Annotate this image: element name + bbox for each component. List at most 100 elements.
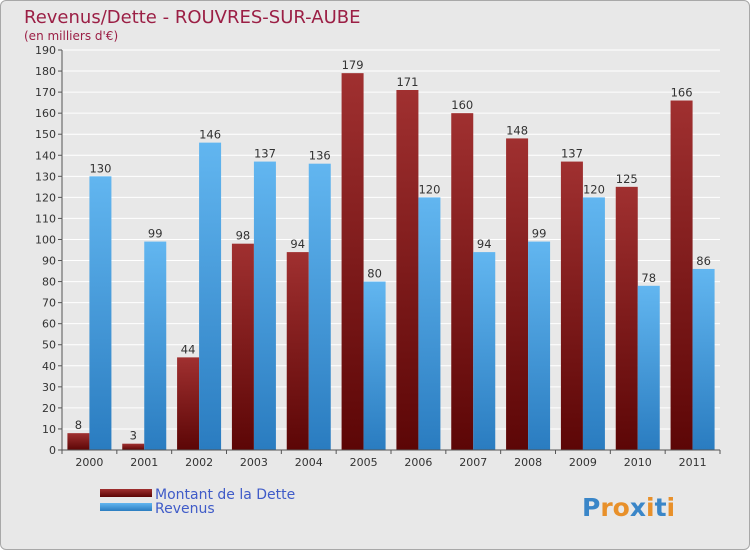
bar-debt-2001 [122,443,145,450]
data-label-revenus-2005: 80 [367,267,382,281]
y-tick-label: 40 [42,360,56,373]
bar-revenus-2007 [473,252,496,450]
logo-letter: x [630,493,646,522]
bar-revenus-2004 [308,163,331,450]
bar-revenus-2008 [528,241,551,450]
plot-area [62,50,720,450]
y-tick-label: 170 [35,86,56,99]
data-label-debt-2005: 179 [342,58,364,72]
bar-debt-2009 [560,161,583,450]
data-label-revenus-2008: 99 [532,227,547,241]
bar-debt-2010 [615,186,638,450]
x-tick-label: 2007 [459,456,487,469]
y-tick-label: 60 [42,318,56,331]
data-label-revenus-2002: 146 [199,128,221,142]
bar-debt-2011 [670,100,693,451]
y-tick-label: 160 [35,107,56,120]
data-label-debt-2010: 125 [616,172,638,186]
x-tick-label: 2011 [679,456,707,469]
data-label-revenus-2004: 136 [309,149,331,163]
data-label-debt-2011: 166 [671,86,693,100]
y-tick-label: 110 [35,212,56,225]
logo-letter: P [582,493,600,522]
data-label-debt-2000: 8 [75,418,82,432]
data-label-debt-2002: 44 [181,342,196,356]
bar-debt-2000 [67,433,90,450]
logo-letter: r [600,493,613,522]
y-tick-label: 90 [42,255,56,268]
bar-revenus-2005 [363,281,386,450]
grid [62,49,720,451]
bar-debt-2007 [451,113,474,450]
data-label-debt-2004: 94 [290,237,305,251]
y-tick-label: 120 [35,191,56,204]
data-label-revenus-2009: 120 [583,182,605,196]
proxiti-logo: Proxiti [582,493,675,522]
y-tick-label: 10 [42,423,56,436]
logo-letter: o [613,493,630,522]
x-tick-label: 2006 [404,456,432,469]
y-tick-label: 150 [35,128,56,141]
y-tick-label: 20 [42,402,56,415]
data-label-revenus-2010: 78 [641,271,656,285]
axes: 0 10 20 30 40 50 60 70 80 90 100 110 120 130 140 150 160… [35,44,721,469]
bar-debt-2005 [341,73,364,450]
x-tick-label: 2000 [75,456,103,469]
y-tick-label: 0 [49,444,56,457]
bar-revenus-2002 [199,142,222,450]
chart-title: Revenus/Dette - ROUVRES-SUR-AUBE [24,7,360,28]
logo-letter: i [646,493,655,522]
y-tick-label: 30 [42,381,56,394]
bar-debt-2004 [286,252,309,450]
y-tick-label: 180 [35,65,56,78]
bar-debt-2002 [177,357,200,450]
legend: Montant de la Dette Revenus [100,487,295,517]
bar-debt-2003 [231,243,254,450]
data-label-debt-2001: 3 [130,429,137,443]
legend-swatch-revenus [100,503,152,511]
bar-debt-2006 [396,90,419,450]
legend-label-debt: Montant de la Dette [155,487,295,503]
data-label-debt-2009: 137 [561,147,583,161]
data-label-debt-2006: 171 [396,75,418,89]
x-tick-label: 2010 [624,456,652,469]
x-tick-label: 2003 [240,456,268,469]
bar-revenus-2001 [144,241,167,450]
chart-subtitle: (en milliers d'€) [24,29,118,43]
y-tick-label: 70 [42,297,56,310]
x-tick-label: 2005 [350,456,378,469]
data-label-revenus-2011: 86 [696,254,711,268]
y-tick-label: 50 [42,339,56,352]
bar-revenus-2006 [418,197,441,450]
data-label-revenus-2001: 99 [148,227,163,241]
logo-letter: t [655,493,667,522]
y-tick-label: 80 [42,276,56,289]
x-tick-label: 2002 [185,456,213,469]
legend-swatch-debt [100,489,152,497]
bar-revenus-2009 [582,197,605,450]
x-tick-label: 2004 [295,456,323,469]
legend-label-revenus: Revenus [155,501,215,517]
y-tick-label: 140 [35,149,56,162]
y-tick-label: 100 [35,233,56,246]
bar-revenus-2010 [637,285,660,450]
bar-revenus-2003 [253,161,276,450]
logo-letter: i [667,493,676,522]
data-label-debt-2003: 98 [236,229,251,243]
y-tick-label: 190 [35,44,56,57]
x-tick-label: 2008 [514,456,542,469]
data-label-debt-2007: 160 [451,98,473,112]
data-label-revenus-2000: 130 [89,161,111,175]
x-tick-label: 2009 [569,456,597,469]
x-tick-label: 2001 [130,456,158,469]
data-label-revenus-2007: 94 [477,237,492,251]
bar-revenus-2000 [89,176,112,450]
data-label-revenus-2003: 137 [254,147,276,161]
y-tick-label: 130 [35,170,56,183]
bar-debt-2008 [506,138,529,450]
data-label-debt-2008: 148 [506,123,528,137]
bars: 8 130 3 99 44 146 98 137 94 136 179 80 171 120 160 94 14… [67,58,715,451]
data-label-revenus-2006: 120 [418,182,440,196]
bar-revenus-2011 [692,268,715,450]
